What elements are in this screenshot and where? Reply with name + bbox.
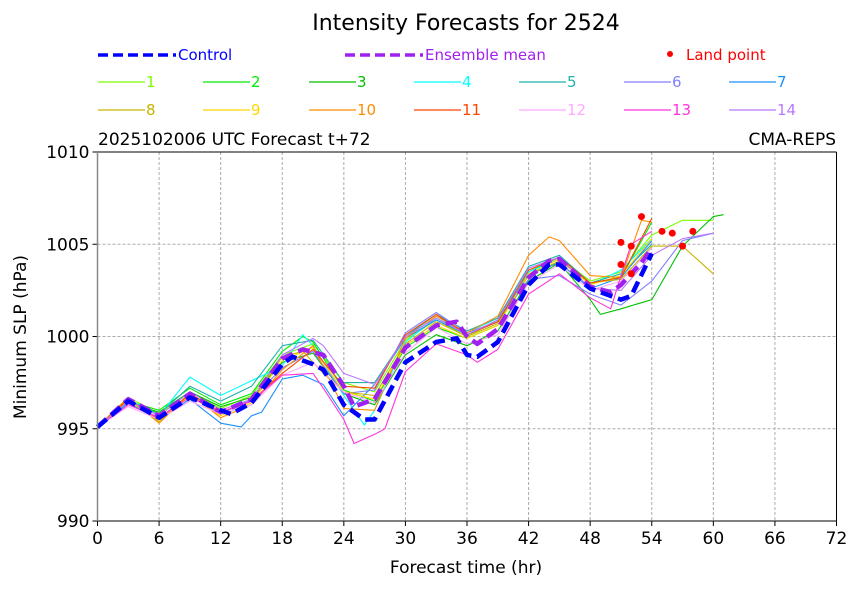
- y-tick-label: 1005: [46, 235, 89, 255]
- land-point-marker: [658, 227, 666, 235]
- x-tick-label: 60: [703, 529, 725, 549]
- legend-label: 6: [672, 73, 682, 91]
- x-tick-label: 30: [395, 529, 417, 549]
- series-line-3: [97, 214, 724, 428]
- x-tick-label: 6: [154, 529, 165, 549]
- y-tick-label: 995: [57, 420, 89, 440]
- legend-label: 10: [357, 101, 376, 119]
- y-tick-label: 1010: [46, 143, 89, 163]
- x-axis-label: Forecast time (hr): [390, 558, 542, 578]
- legend-label: 5: [567, 73, 577, 91]
- land-point-marker: [679, 242, 687, 250]
- land-points: [617, 213, 697, 278]
- land-point-marker: [617, 238, 625, 246]
- init-time-label: 2025102006 UTC Forecast t+72: [98, 130, 371, 150]
- series-line-5: [97, 243, 653, 428]
- legend-marker: [667, 51, 673, 57]
- legend-label: 3: [357, 73, 367, 91]
- legend-label: 12: [567, 101, 586, 119]
- x-tick-label: 12: [210, 529, 232, 549]
- legend-label: 11: [462, 101, 481, 119]
- legend-label: Land point: [686, 46, 766, 64]
- legend-label: 13: [672, 101, 691, 119]
- x-tick-label: 18: [271, 529, 293, 549]
- series-line-control: [96, 252, 654, 429]
- x-tick-label: 48: [579, 529, 601, 549]
- x-tick-label: 66: [764, 529, 786, 549]
- legend-label: Ensemble mean: [425, 46, 546, 64]
- land-point-marker: [689, 227, 697, 235]
- chart-title: Intensity Forecasts for 2524: [312, 11, 620, 36]
- legend-label: 14: [777, 101, 796, 119]
- legend-label: 9: [251, 101, 261, 119]
- grid: [97, 152, 837, 521]
- model-name-label: CMA-REPS: [748, 130, 836, 150]
- land-point-marker: [627, 242, 635, 250]
- land-point-marker: [637, 213, 645, 221]
- legend-label: 2: [251, 73, 261, 91]
- y-tick-label: 1000: [46, 328, 89, 348]
- axes: 0 6 12 18 24 30 36 42 48 54 60 66 72 990 995 1000 1005 10…: [46, 143, 847, 549]
- y-axis-label: Minimum SLP (hPa): [11, 255, 31, 419]
- x-tick-label: 24: [333, 529, 355, 549]
- land-point-marker: [668, 229, 676, 237]
- legend-label: 8: [146, 101, 156, 119]
- land-point-marker: [617, 261, 625, 269]
- x-tick-label: 0: [92, 529, 103, 549]
- legend-label: 4: [462, 73, 472, 91]
- x-tick-label: 72: [826, 529, 848, 549]
- y-tick-label: 990: [57, 512, 89, 532]
- x-tick-label: 54: [641, 529, 663, 549]
- legend-label: Control: [178, 46, 232, 64]
- legend-label: 7: [777, 73, 787, 91]
- land-point-marker: [627, 270, 635, 278]
- series-group: [95, 214, 724, 445]
- x-tick-label: 36: [456, 529, 478, 549]
- x-tick-label: 42: [518, 529, 540, 549]
- legend-label: 1: [146, 73, 156, 91]
- series-line-ensemble-mean: [95, 246, 654, 429]
